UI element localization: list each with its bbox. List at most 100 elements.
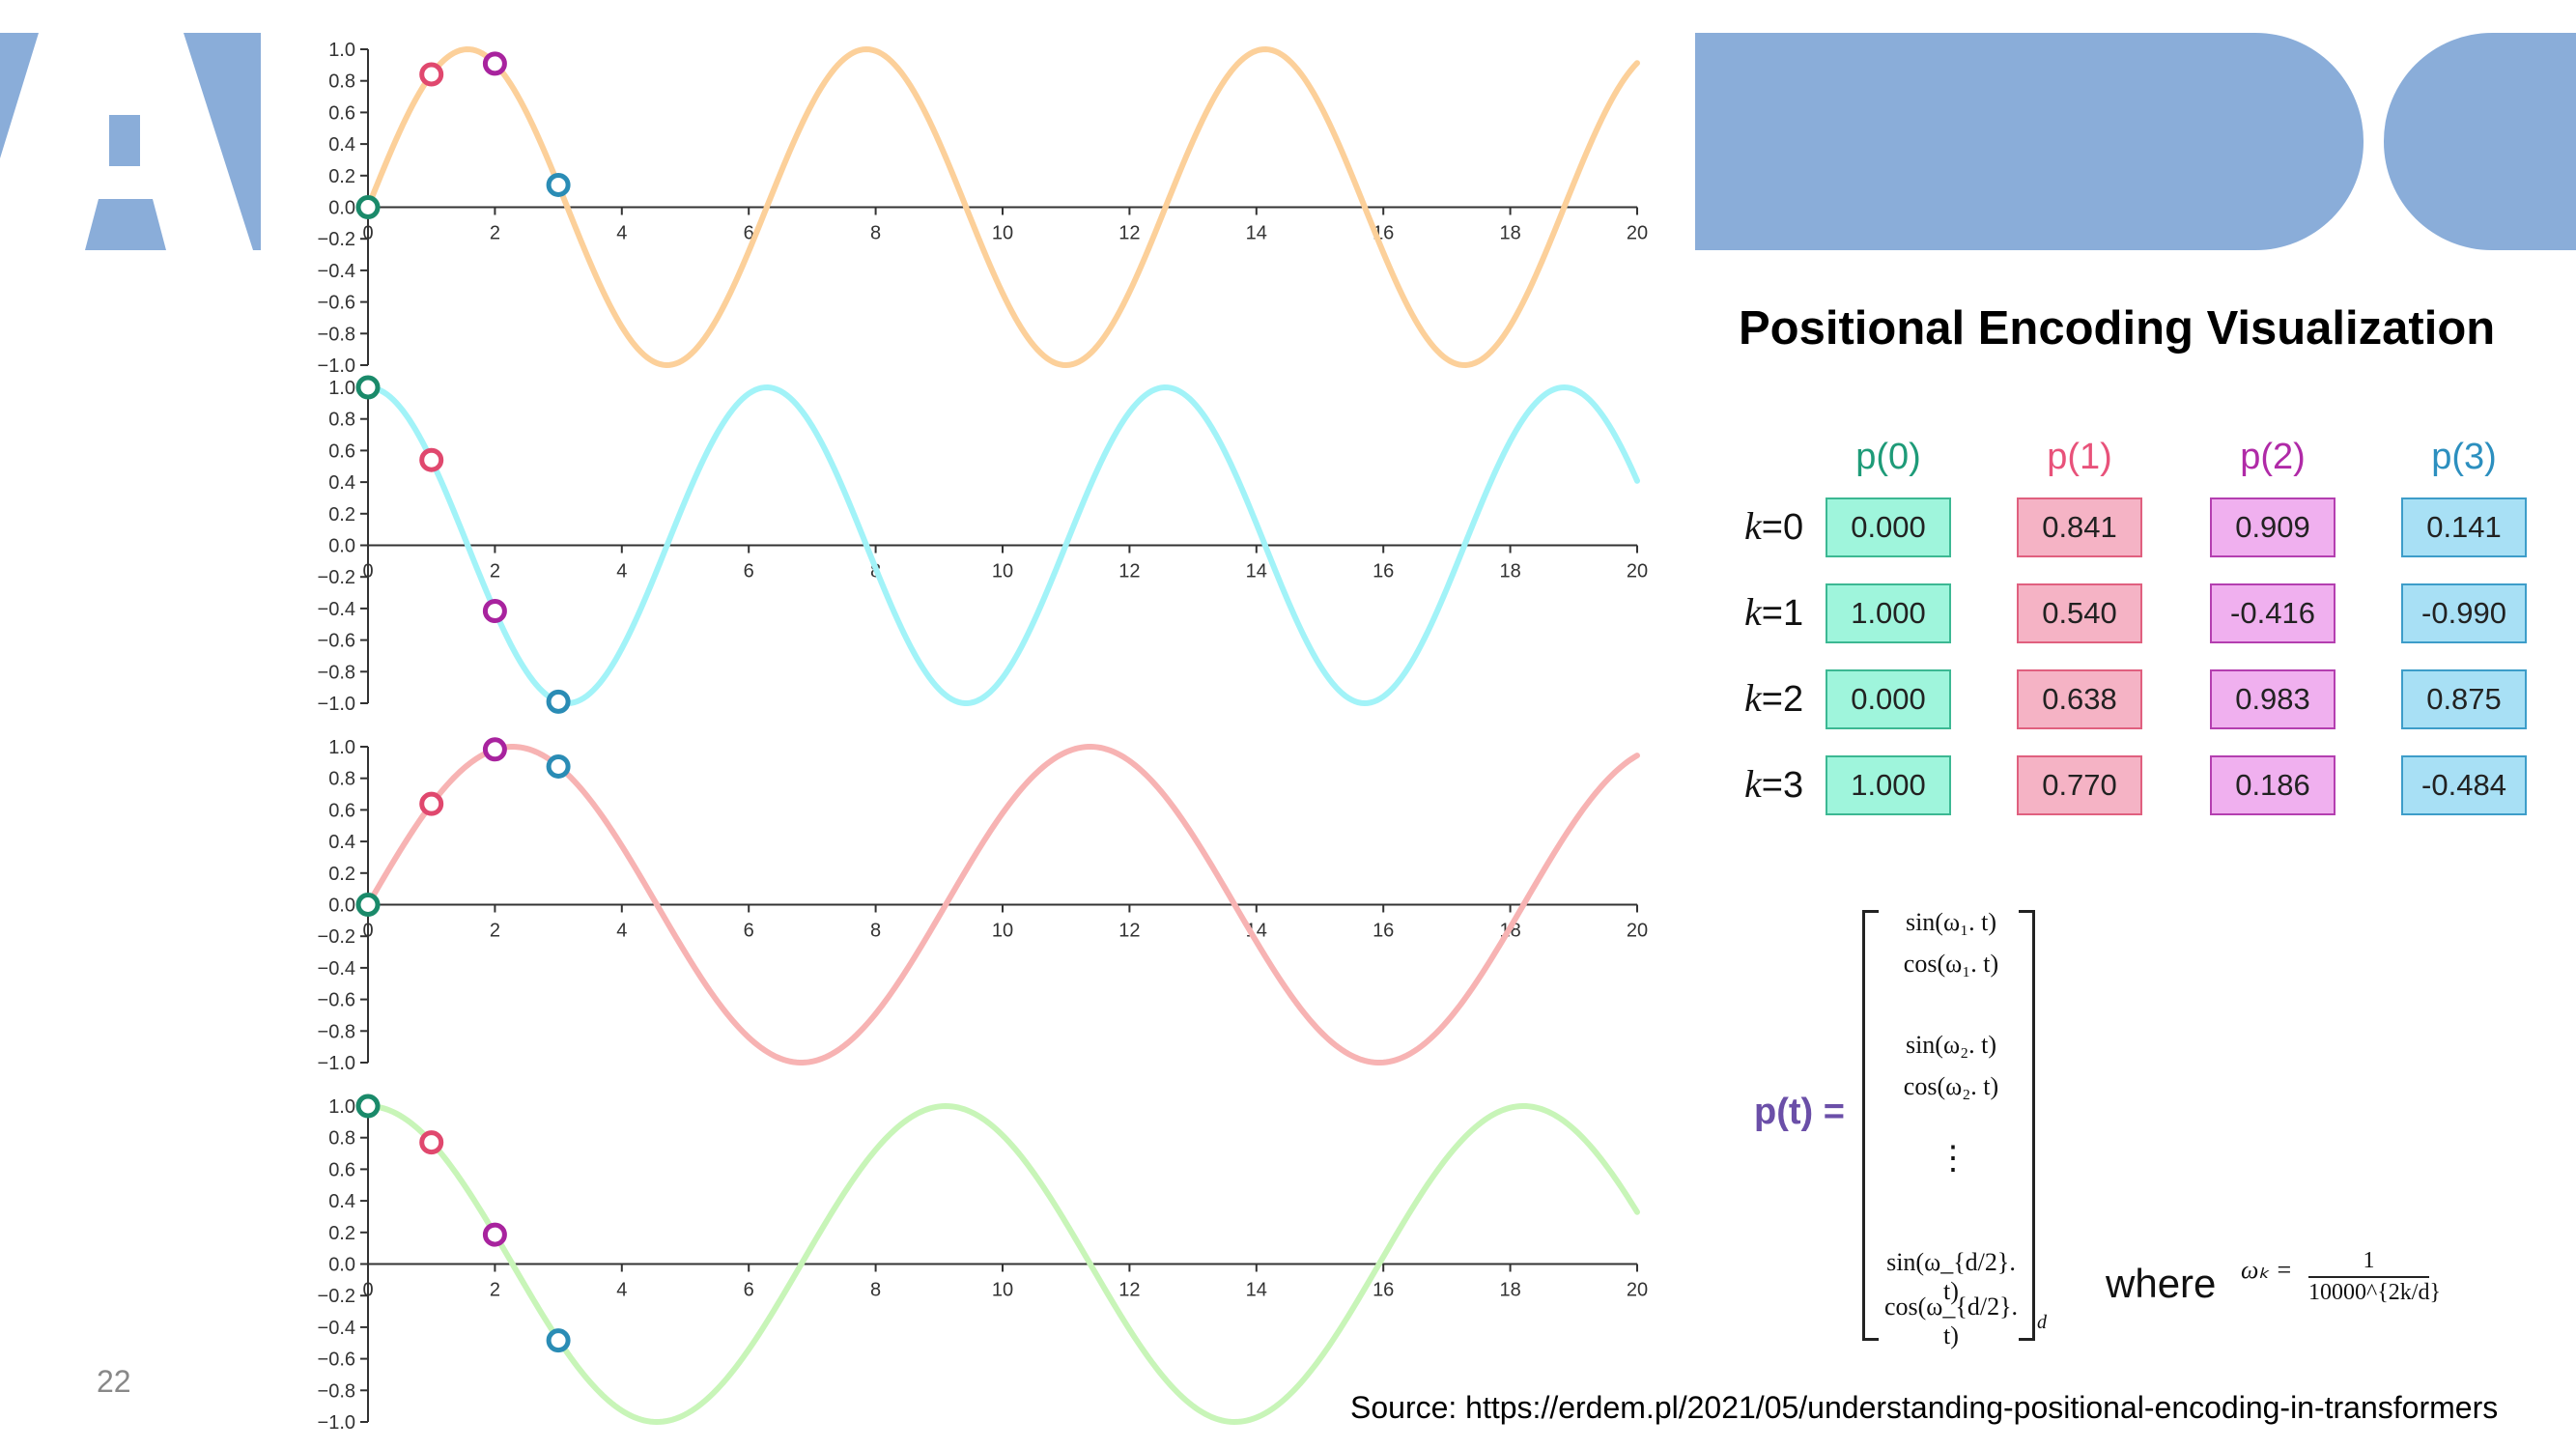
table-cell: 0.141	[2401, 497, 2527, 557]
decorative-letter-block	[0, 33, 261, 250]
x-tick-label: 14	[1246, 561, 1267, 582]
y-tick-label: −0.2	[318, 567, 355, 588]
data-point-marker	[419, 791, 444, 816]
x-tick-label: 20	[1627, 921, 1648, 942]
column-header: p(2)	[2240, 437, 2306, 477]
table-cell: 0.000	[1826, 497, 1951, 557]
y-tick-label: 0.0	[328, 198, 355, 219]
table-cell: -0.484	[2401, 755, 2527, 815]
x-tick-label: 20	[1627, 1280, 1648, 1301]
y-tick-label: −0.6	[318, 990, 355, 1011]
y-tick-label: −0.8	[318, 662, 355, 683]
x-tick-label: 0	[362, 1280, 373, 1301]
column-header: p(1)	[2047, 437, 2112, 477]
x-tick-label: 16	[1373, 921, 1394, 942]
y-tick-label: 1.0	[328, 737, 355, 758]
y-tick-label: 0.4	[328, 134, 355, 156]
y-tick-label: −0.8	[318, 1021, 355, 1042]
x-tick-label: 0	[362, 561, 373, 582]
y-tick-label: 0.6	[328, 1159, 355, 1180]
x-tick-label: 6	[744, 223, 754, 244]
y-tick-label: 0.8	[328, 71, 355, 93]
series-line	[365, 744, 1640, 1065]
x-tick-label: 12	[1118, 1280, 1140, 1301]
y-tick-label: −0.8	[318, 1380, 355, 1402]
y-tick-label: −0.2	[318, 926, 355, 948]
x-tick-label: 12	[1118, 223, 1140, 244]
y-tick-label: 0.0	[328, 536, 355, 557]
chart-panel: 1.0 0.8 0.6 0.4 0.2 0.0 −0.2 −0.4 −0.6 −0.8 −1.0 0 2…	[318, 1094, 1648, 1434]
fraction-numerator: 1	[2308, 1248, 2429, 1278]
fraction-denominator: 10000^{2k/d}	[2308, 1280, 2441, 1305]
formula-entry: sin(ω₂. t)	[1905, 1031, 1997, 1059]
x-tick-label: 12	[1118, 921, 1140, 942]
y-tick-label: −0.2	[318, 1286, 355, 1307]
table-cell: -0.416	[2210, 583, 2335, 643]
column-header: p(0)	[1855, 437, 1921, 477]
data-point-marker	[355, 893, 381, 917]
x-tick-label: 6	[744, 1280, 754, 1301]
page-title: Positional Encoding Visualization	[1739, 302, 2496, 355]
x-tick-label: 10	[992, 561, 1013, 582]
x-tick-label: 2	[490, 223, 500, 244]
y-tick-label: 0.0	[328, 895, 355, 917]
row-header: k=3	[1744, 762, 1804, 806]
y-tick-label: 0.8	[328, 1128, 355, 1150]
x-tick-label: 20	[1627, 223, 1648, 244]
y-tick-label: 0.4	[328, 472, 355, 494]
table-cell: 0.983	[2210, 669, 2335, 729]
y-tick-label: 0.6	[328, 102, 355, 124]
y-tick-label: 0.8	[328, 769, 355, 790]
column-header: p(3)	[2431, 437, 2497, 477]
y-tick-label: 0.2	[328, 864, 355, 885]
x-tick-label: 4	[616, 223, 627, 244]
encoding-formula: p(t) = d sin(ω₁. t) cos(ω₁. t) sin(ω₂. t…	[1753, 898, 2574, 1350]
y-tick-label: −0.4	[318, 599, 355, 620]
y-tick-label: 1.0	[328, 40, 355, 61]
table-cell: -0.990	[2401, 583, 2527, 643]
omega-fraction: 1 10000^{2k/d}	[2308, 1248, 2441, 1306]
source-citation: Source: https://erdem.pl/2021/05/underst…	[1350, 1390, 2499, 1425]
omega-definition: ωₖ =	[2241, 1256, 2293, 1284]
row-header: k=1	[1744, 590, 1804, 634]
positional-encoding-charts: 1.0 0.8 0.6 0.4 0.2 0.0 −0.2 −0.4 −0.6 −0.8 −1.0 0 2…	[318, 40, 1649, 1434]
formula-entry: cos(ω₂. t)	[1903, 1072, 1999, 1100]
x-tick-label: 10	[992, 921, 1013, 942]
row-header: k=0	[1744, 504, 1804, 548]
table-cell: 0.909	[2210, 497, 2335, 557]
data-point-marker	[419, 447, 444, 472]
x-tick-label: 0	[362, 921, 373, 942]
data-point-marker	[482, 737, 507, 762]
x-tick-label: 10	[992, 223, 1013, 244]
data-point-marker	[419, 62, 444, 87]
y-tick-label: −0.4	[318, 261, 355, 282]
formula-entry: cos(ω_{d/2}. t)	[1883, 1293, 2019, 1350]
x-tick-label: 8	[870, 921, 881, 942]
data-point-marker	[546, 172, 571, 197]
formula-entry: sin(ω_{d/2}. t)	[1886, 1248, 2016, 1305]
chart-panel: 1.0 0.8 0.6 0.4 0.2 0.0 −0.2 −0.4 −0.6 −0.8 −1.0 0 2…	[318, 375, 1648, 715]
series-line	[365, 45, 1640, 369]
y-tick-label: −0.6	[318, 293, 355, 314]
y-tick-label: −0.4	[318, 1318, 355, 1339]
series-line	[365, 1102, 1640, 1426]
y-tick-label: 0.6	[328, 800, 355, 821]
vector-subscript: d	[2037, 1312, 2047, 1333]
x-tick-label: 12	[1118, 561, 1140, 582]
x-tick-label: 8	[870, 223, 881, 244]
x-tick-label: 0	[362, 223, 373, 244]
y-tick-label: −0.8	[318, 324, 355, 345]
x-tick-label: 6	[744, 561, 754, 582]
y-tick-label: 1.0	[328, 378, 355, 399]
y-tick-label: −1.0	[318, 355, 355, 377]
table-cell: 1.000	[1826, 755, 1951, 815]
x-tick-label: 2	[490, 561, 500, 582]
data-point-marker	[482, 51, 507, 76]
data-point-marker	[419, 1130, 444, 1155]
table-cell: 0.638	[2017, 669, 2142, 729]
x-tick-label: 4	[616, 561, 627, 582]
y-tick-label: 0.4	[328, 1191, 355, 1212]
x-tick-label: 18	[1499, 1280, 1520, 1301]
chart-panel: 1.0 0.8 0.6 0.4 0.2 0.0 −0.2 −0.4 −0.6 −0.8 −1.0 0 2…	[318, 737, 1649, 1074]
y-tick-label: 0.8	[328, 410, 355, 431]
